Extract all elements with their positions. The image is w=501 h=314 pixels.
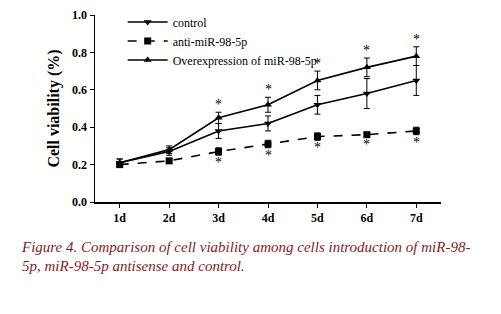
svg-text:1d: 1d <box>113 211 126 225</box>
svg-text:anti-miR-98-5p: anti-miR-98-5p <box>173 35 248 49</box>
svg-text:5d: 5d <box>311 211 324 225</box>
svg-text:6d: 6d <box>361 211 374 225</box>
svg-text:0.0: 0.0 <box>72 195 87 209</box>
svg-text:*: * <box>363 137 370 152</box>
svg-text:Cell viability (%): Cell viability (%) <box>45 49 63 167</box>
svg-text:0.6: 0.6 <box>72 83 87 97</box>
svg-text:2d: 2d <box>163 211 176 225</box>
svg-text:*: * <box>265 148 272 163</box>
html-text:Figure 4. Comparison of cell v: Figure 4. Comparison of cell viability a… <box>22 239 471 274</box>
svg-text:*: * <box>215 155 222 170</box>
svg-text:control: control <box>173 16 208 30</box>
svg-text:1.0: 1.0 <box>72 8 87 22</box>
svg-text:*: * <box>314 56 321 71</box>
svg-text:*: * <box>215 97 222 112</box>
svg-text:*: * <box>413 32 420 47</box>
svg-text:*: * <box>314 140 321 155</box>
svg-text:*: * <box>265 82 272 97</box>
svg-text:0.4: 0.4 <box>72 120 87 134</box>
svg-text:0.2: 0.2 <box>72 158 87 172</box>
svg-text:0.8: 0.8 <box>72 46 87 60</box>
svg-text:3d: 3d <box>212 211 225 225</box>
svg-text:*: * <box>413 135 420 150</box>
svg-text:4d: 4d <box>262 211 275 225</box>
svg-text:7d: 7d <box>410 211 423 225</box>
svg-text:Overexpression of miR-98-5p: Overexpression of miR-98-5p <box>173 54 317 68</box>
svg-text:*: * <box>363 43 370 58</box>
